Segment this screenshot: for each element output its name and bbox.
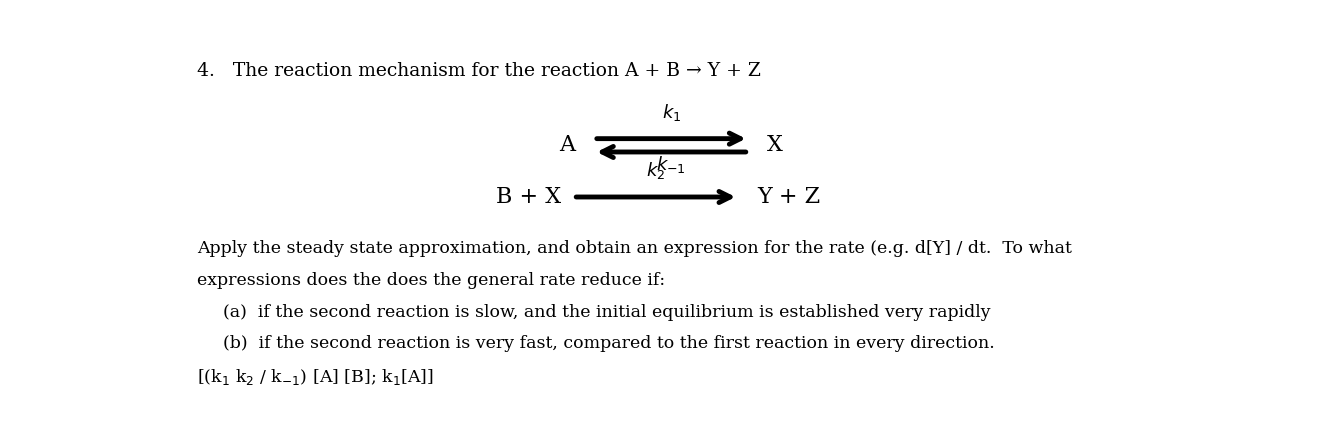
- Text: (a)  if the second reaction is slow, and the initial equilibrium is established : (a) if the second reaction is slow, and …: [223, 304, 991, 321]
- Text: Y + Z: Y + Z: [757, 186, 821, 208]
- Text: Apply the steady state approximation, and obtain an expression for the rate (e.g: Apply the steady state approximation, an…: [197, 240, 1072, 257]
- Text: (b)  if the second reaction is very fast, compared to the first reaction in ever: (b) if the second reaction is very fast,…: [223, 336, 995, 352]
- Text: 4.   The reaction mechanism for the reaction A + B → Y + Z: 4. The reaction mechanism for the reacti…: [197, 62, 761, 80]
- Text: expressions does the does the general rate reduce if:: expressions does the does the general ra…: [197, 272, 665, 289]
- Text: X: X: [767, 134, 783, 156]
- Text: $k_2$: $k_2$: [646, 160, 665, 181]
- Text: $k_{-1}$: $k_{-1}$: [657, 154, 686, 174]
- Text: B + X: B + X: [496, 186, 561, 208]
- Text: $k_1$: $k_1$: [661, 102, 681, 123]
- Text: A: A: [560, 134, 576, 156]
- Text: [(k$_1$ k$_2$ / k$_{-1}$) [A] [B]; k$_1$[A]]: [(k$_1$ k$_2$ / k$_{-1}$) [A] [B]; k$_1$…: [197, 367, 434, 387]
